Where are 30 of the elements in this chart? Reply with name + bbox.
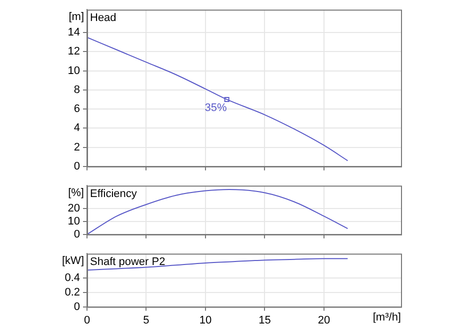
line-series <box>87 189 348 234</box>
x-tick-label: 5 <box>143 314 150 326</box>
y-tick-label: 0 <box>74 228 80 240</box>
y-tick-label: 10 <box>68 215 80 228</box>
x-tick-label: 0 <box>84 314 90 326</box>
chart-title: Head <box>90 12 116 24</box>
y-tick-label: 0 <box>74 300 80 313</box>
y-tick-label: 0.4 <box>64 272 80 284</box>
y-tick-label: 20 <box>68 202 80 214</box>
y-tick-label: 4 <box>74 122 80 134</box>
y-axis-title: [%] <box>68 187 84 200</box>
y-axis-title: [m] <box>68 11 84 24</box>
y-tick-label: 6 <box>74 103 80 116</box>
y-tick-label: 14 <box>68 26 80 39</box>
annotation: 35% <box>204 102 228 114</box>
chart-title: Efficiency <box>90 188 138 200</box>
line-series <box>87 258 348 271</box>
x-tick-label: 20 <box>318 314 330 326</box>
y-tick-label: 8 <box>74 84 80 96</box>
y-tick-label: 12 <box>68 46 80 58</box>
x-tick-label: 10 <box>199 314 212 326</box>
chart-title: Shaft power P2 <box>90 256 166 268</box>
y-tick-label: 0 <box>74 160 80 172</box>
y-axis-title: [kW] <box>62 255 84 268</box>
y-tick-label: 2 <box>74 141 80 154</box>
x-axis-title: [m³/h] <box>372 311 401 324</box>
line-series <box>87 36 348 162</box>
y-tick-label: 0.2 <box>64 286 80 298</box>
y-tick-label: 10 <box>68 64 80 77</box>
x-tick-label: 15 <box>258 314 271 326</box>
